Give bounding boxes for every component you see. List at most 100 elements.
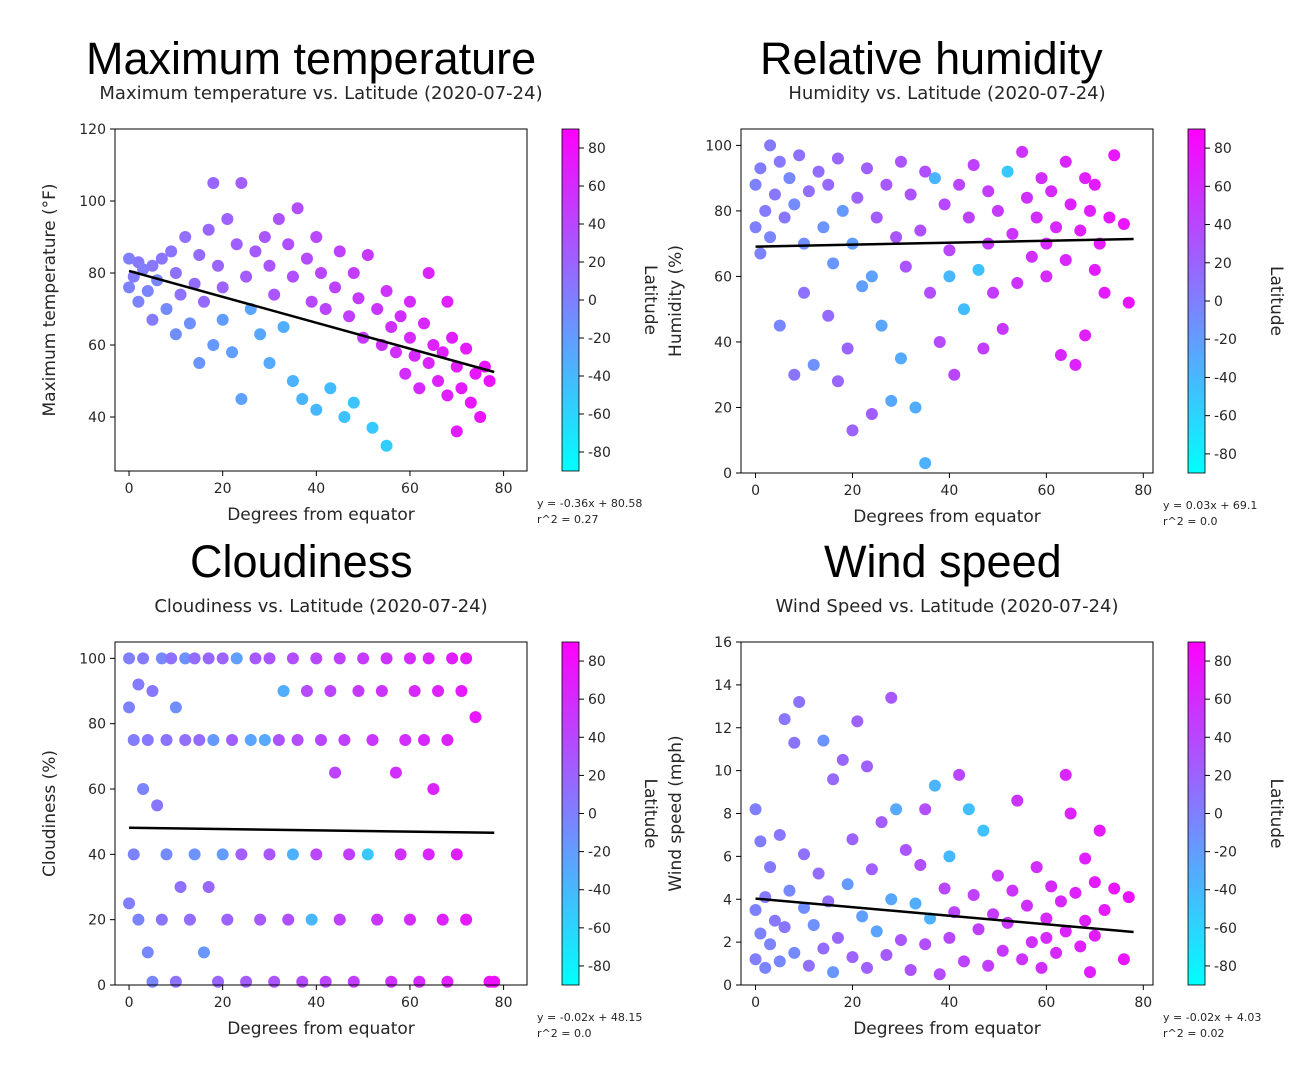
data-point [812,867,825,880]
data-point [894,352,907,365]
data-point [783,172,796,185]
data-point [193,249,206,261]
y-tick-label: 80 [714,204,732,220]
regression-line [128,269,495,374]
data-point [394,848,407,861]
data-point [1093,824,1106,837]
chart-panel-humidity: Relative humidity Humidity vs. Latitude … [626,0,1286,530]
data-point [286,848,299,861]
data-point [141,285,154,297]
panel-heading: Cloudiness [190,536,413,587]
data-point [831,152,844,165]
data-point [123,652,136,665]
data-point [909,401,922,414]
data-point [160,303,173,315]
data-point [310,403,323,416]
data-point [300,252,313,265]
data-point [469,711,482,724]
data-point [441,975,454,988]
data-point [1088,929,1101,942]
data-point [422,848,435,861]
data-point [221,913,234,926]
x-axis-label: Degrees from equator [227,505,415,525]
colorbar-tick-label: 60 [588,692,606,708]
data-point [310,848,323,861]
data-point [880,178,893,191]
y-axis-label: Cloudiness (%) [40,750,60,877]
data-point [446,652,459,665]
y-tick-label: 0 [723,978,732,994]
x-tick-label: 0 [125,481,134,497]
data-point [798,848,811,861]
data-point [783,884,796,897]
data-point [1025,250,1038,263]
data-point [764,861,777,874]
data-point [263,357,276,369]
data-point [802,185,815,198]
data-point [1045,880,1058,893]
data-point [151,799,164,812]
data-point [403,913,416,926]
y-tick-label: 120 [79,122,106,138]
x-axis-label: Degrees from equator [227,1019,415,1039]
data-point [885,691,898,704]
data-point [861,760,874,773]
colorbar-tick-label: -60 [588,407,611,423]
x-tick-label: 40 [307,481,325,497]
data-point [179,652,192,665]
data-point [268,288,281,301]
data-point [291,202,304,215]
data-point [977,342,990,355]
data-point [967,888,980,901]
r-squared-label: r^2 = 0.27 [537,513,598,526]
data-point [380,285,393,297]
y-tick-label: 40 [714,335,732,351]
data-point [894,933,907,946]
regression-equation: y = -0.02x + 4.03 [1163,1011,1261,1024]
data-point [788,198,801,211]
chart-panel-cloudiness: Cloudiness Cloudiness vs. Latitude (2020… [0,515,660,1045]
colorbar-tick-label: -80 [1214,447,1237,463]
data-point [230,238,243,251]
data-point [329,766,342,779]
data-point [179,734,192,746]
data-point [861,162,874,175]
data-point [996,322,1009,335]
data-point [1108,149,1121,162]
data-point [793,149,806,162]
data-point [1040,931,1053,944]
data-point [1054,895,1067,908]
data-point [221,213,234,225]
data-point [155,252,168,265]
data-point [460,913,473,926]
data-point [1083,966,1096,979]
data-point [216,652,229,665]
data-point [155,652,168,665]
y-tick-label: 4 [723,892,732,908]
data-point [226,346,239,359]
data-point [132,913,145,926]
data-point [385,321,398,333]
data-point [938,198,951,211]
data-point [197,295,210,308]
colorbar [561,641,580,986]
data-point [347,267,360,279]
data-point [165,245,178,258]
data-point [436,913,449,926]
data-point [207,339,220,351]
data-point [230,652,243,665]
data-point [422,267,435,279]
data-point [193,357,206,369]
data-point [982,959,995,972]
y-axis-label: Wind speed (mph) [666,735,686,891]
y-tick-label: 2 [723,935,732,951]
colorbar-tick-label: 80 [1214,654,1232,670]
data-point [436,346,449,359]
data-point [812,165,825,178]
data-point [1045,185,1058,198]
data-point [759,891,772,904]
data-point [962,211,975,224]
data-point [764,139,777,152]
colorbar-tick-label: -80 [588,959,611,975]
data-point [315,267,327,279]
